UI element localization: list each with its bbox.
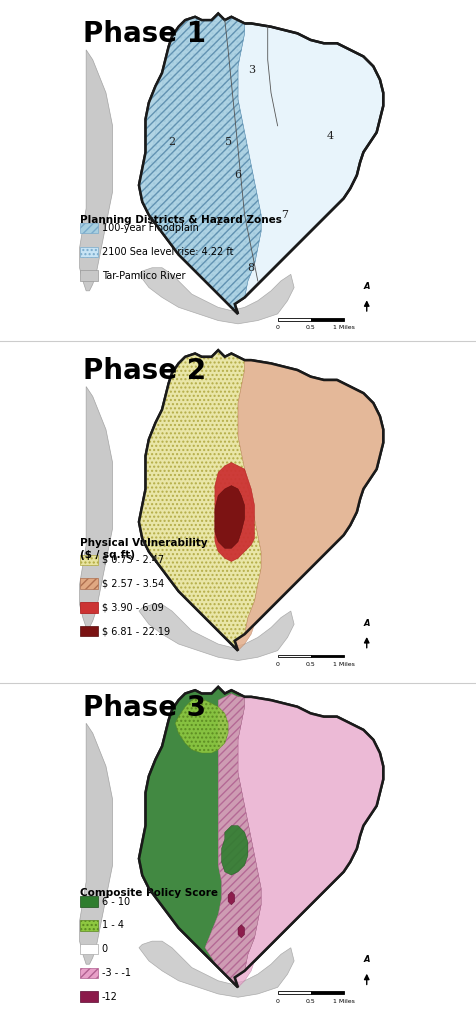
Text: 0: 0 <box>276 326 279 331</box>
Text: Phase 3: Phase 3 <box>83 693 206 722</box>
Polygon shape <box>205 693 261 987</box>
Polygon shape <box>235 697 383 987</box>
Text: 5: 5 <box>225 137 232 147</box>
Text: 1 Miles: 1 Miles <box>333 326 355 331</box>
Text: $ 2.57 - 3.54: $ 2.57 - 3.54 <box>102 579 164 589</box>
Text: 4: 4 <box>327 131 334 140</box>
Bar <box>79 944 98 954</box>
Text: 0: 0 <box>102 944 108 954</box>
Text: Phase 1: Phase 1 <box>83 20 206 48</box>
Text: 6: 6 <box>235 170 241 180</box>
Text: A: A <box>364 618 370 628</box>
Text: 1 Miles: 1 Miles <box>333 998 355 1004</box>
Text: 100-year Floodplain: 100-year Floodplain <box>102 223 198 233</box>
Text: Composite Policy Score: Composite Policy Score <box>79 888 218 898</box>
Bar <box>79 602 98 612</box>
Text: 1 - 4: 1 - 4 <box>102 921 124 930</box>
Text: -12: -12 <box>102 991 118 1001</box>
Text: A: A <box>364 955 370 965</box>
Polygon shape <box>139 687 383 987</box>
Polygon shape <box>215 463 255 561</box>
Polygon shape <box>221 825 248 876</box>
Bar <box>311 654 344 657</box>
Bar <box>79 555 98 565</box>
Bar <box>79 223 98 233</box>
Bar <box>278 317 311 321</box>
Text: 2: 2 <box>169 137 176 147</box>
Bar <box>79 579 98 589</box>
Text: Phase 2: Phase 2 <box>83 356 206 385</box>
Polygon shape <box>175 697 228 753</box>
Bar <box>79 991 98 1001</box>
Bar <box>311 317 344 321</box>
Text: 0.5: 0.5 <box>306 663 316 668</box>
Bar <box>79 920 98 931</box>
Polygon shape <box>228 892 235 905</box>
Text: $ 6.81 - 22.19: $ 6.81 - 22.19 <box>102 626 170 636</box>
Text: -3 - -1: -3 - -1 <box>102 968 131 978</box>
Text: 6 - 10: 6 - 10 <box>102 897 130 906</box>
Text: 0: 0 <box>276 998 279 1004</box>
Bar <box>278 654 311 657</box>
Polygon shape <box>139 350 383 650</box>
Text: 0: 0 <box>276 663 279 668</box>
Bar <box>79 626 98 637</box>
Polygon shape <box>139 267 294 324</box>
Polygon shape <box>235 360 383 650</box>
Text: 0.5: 0.5 <box>306 326 316 331</box>
Polygon shape <box>139 941 294 997</box>
Text: 3: 3 <box>248 65 255 75</box>
Text: 2100 Sea level rise: 4.22 ft: 2100 Sea level rise: 4.22 ft <box>102 247 233 257</box>
Text: Planning Districts & Hazard Zones: Planning Districts & Hazard Zones <box>79 215 281 225</box>
Text: 8: 8 <box>248 263 255 272</box>
Polygon shape <box>139 13 383 314</box>
Polygon shape <box>146 20 261 314</box>
Text: 1: 1 <box>215 216 222 226</box>
Text: 7: 7 <box>281 210 288 220</box>
Bar <box>79 896 98 907</box>
Polygon shape <box>79 50 112 291</box>
Bar <box>79 968 98 978</box>
Text: Physical Vulnerability
($ / sq.ft): Physical Vulnerability ($ / sq.ft) <box>79 539 207 560</box>
Polygon shape <box>215 485 245 548</box>
Polygon shape <box>139 13 261 314</box>
Polygon shape <box>79 387 112 628</box>
Bar <box>79 247 98 257</box>
Polygon shape <box>139 350 261 650</box>
Bar <box>79 270 98 281</box>
Text: $ 0.73 - 2.47: $ 0.73 - 2.47 <box>102 555 164 565</box>
Text: A: A <box>364 282 370 291</box>
Text: 1 Miles: 1 Miles <box>333 663 355 668</box>
Text: $ 3.90 - 6.09: $ 3.90 - 6.09 <box>102 602 163 612</box>
Polygon shape <box>139 604 294 660</box>
Polygon shape <box>139 687 261 987</box>
Polygon shape <box>79 723 112 965</box>
Text: 0.5: 0.5 <box>306 998 316 1004</box>
Bar <box>278 991 311 994</box>
Text: Tar-Pamlico River: Tar-Pamlico River <box>102 270 185 281</box>
Bar <box>311 991 344 994</box>
Polygon shape <box>238 925 245 938</box>
